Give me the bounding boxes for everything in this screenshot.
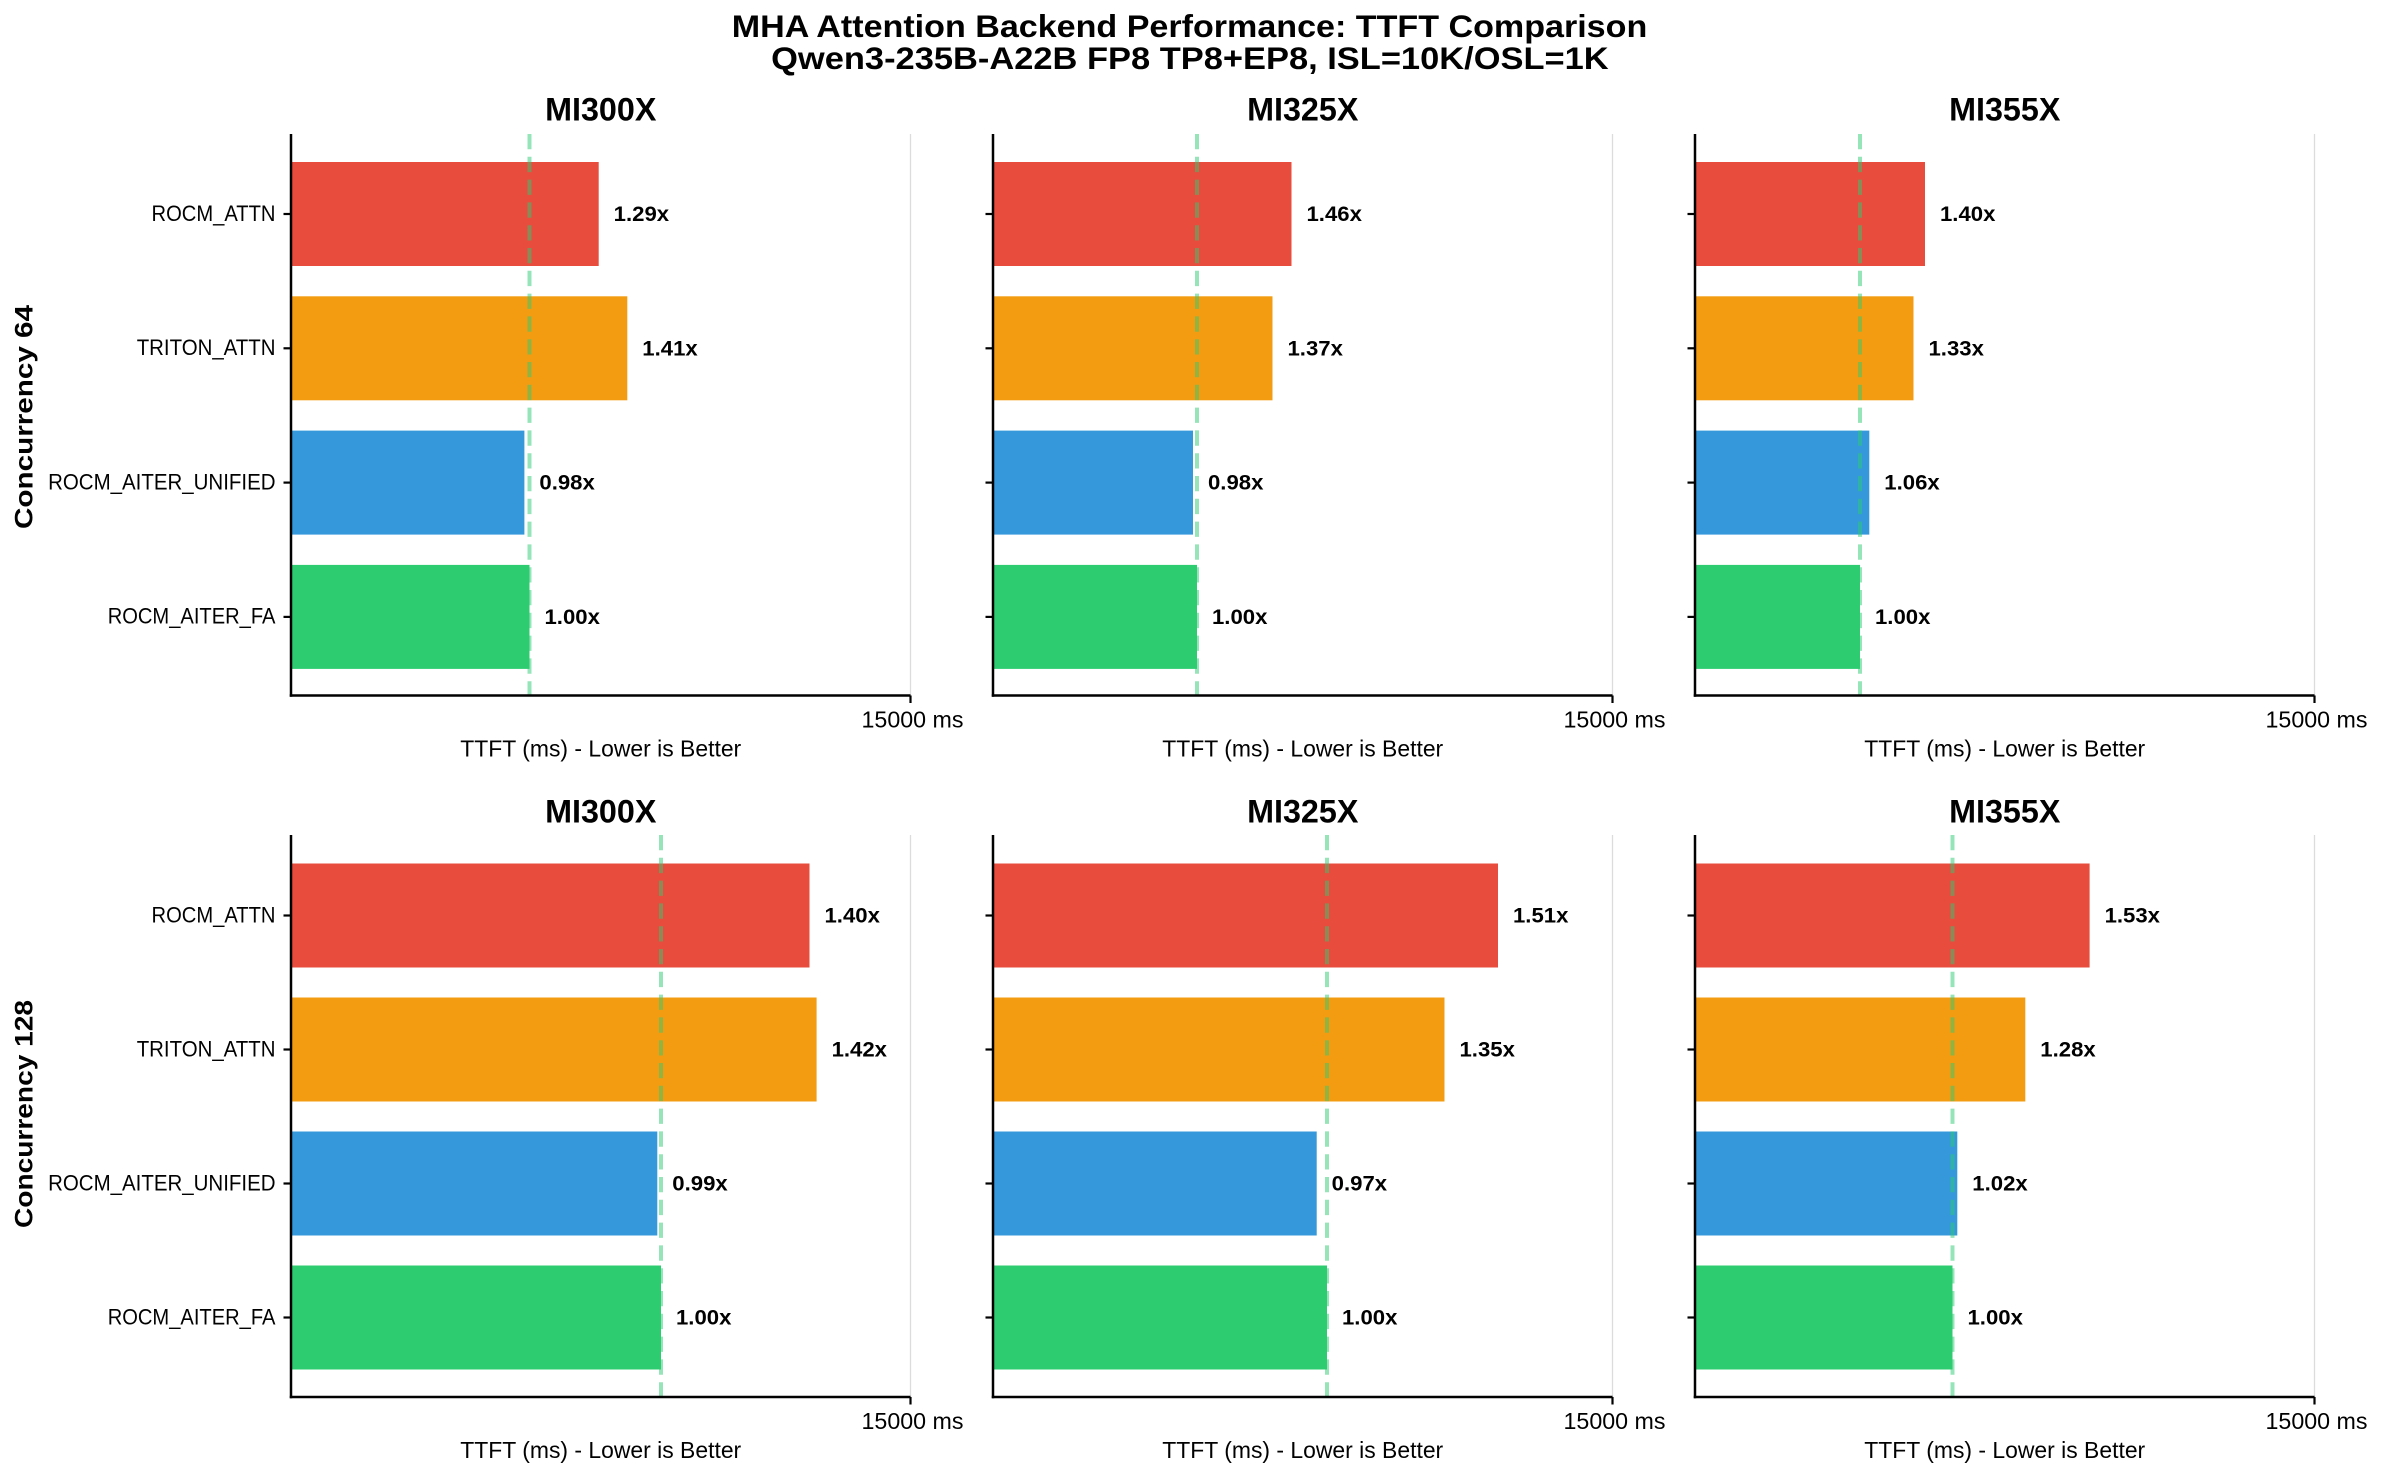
svg-text:1.00x: 1.00x: [545, 605, 601, 629]
svg-text:1.00x: 1.00x: [1875, 605, 1931, 629]
svg-text:1.35x: 1.35x: [1460, 1038, 1516, 1062]
svg-text:TRITON_ATTN: TRITON_ATTN: [137, 335, 276, 360]
svg-text:1.42x: 1.42x: [832, 1038, 888, 1062]
svg-text:15000 ms: 15000 ms: [1564, 706, 1666, 732]
svg-text:Concurrency 128: Concurrency 128: [11, 1000, 39, 1228]
svg-text:15000 ms: 15000 ms: [862, 706, 964, 732]
svg-text:0.99x: 0.99x: [672, 1172, 728, 1196]
svg-text:0.98x: 0.98x: [539, 471, 595, 495]
svg-text:1.37x: 1.37x: [1288, 336, 1344, 360]
svg-text:TTFT (ms) - Lower is Better: TTFT (ms) - Lower is Better: [460, 736, 741, 762]
svg-text:0.98x: 0.98x: [1208, 471, 1264, 495]
svg-text:1.28x: 1.28x: [2040, 1038, 2096, 1062]
svg-text:1.51x: 1.51x: [1513, 904, 1569, 928]
svg-text:1.33x: 1.33x: [1929, 336, 1985, 360]
svg-text:ROCM_AITER_UNIFIED: ROCM_AITER_UNIFIED: [48, 469, 275, 494]
svg-text:MI355X: MI355X: [1949, 792, 2060, 829]
svg-text:ROCM_ATTN: ROCM_ATTN: [152, 201, 276, 226]
svg-text:15000 ms: 15000 ms: [2266, 1408, 2368, 1434]
svg-text:1.40x: 1.40x: [825, 904, 881, 928]
svg-text:TTFT (ms) - Lower is Better: TTFT (ms) - Lower is Better: [1864, 736, 2145, 762]
svg-text:MI300X: MI300X: [545, 90, 656, 127]
svg-text:1.29x: 1.29x: [614, 202, 670, 226]
svg-text:1.02x: 1.02x: [1972, 1172, 2028, 1196]
svg-text:MHA Attention Backend Performa: MHA Attention Backend Performance: TTFT …: [732, 9, 1648, 44]
svg-text:1.00x: 1.00x: [1212, 605, 1268, 629]
svg-text:1.06x: 1.06x: [1884, 471, 1940, 495]
svg-text:1.53x: 1.53x: [2105, 904, 2161, 928]
svg-text:MI355X: MI355X: [1949, 90, 2060, 127]
svg-text:TTFT (ms) - Lower is Better: TTFT (ms) - Lower is Better: [1864, 1437, 2145, 1463]
svg-text:MI325X: MI325X: [1247, 90, 1358, 127]
svg-text:1.00x: 1.00x: [1342, 1306, 1398, 1330]
svg-text:ROCM_AITER_UNIFIED: ROCM_AITER_UNIFIED: [48, 1170, 275, 1195]
svg-text:TRITON_ATTN: TRITON_ATTN: [137, 1036, 276, 1061]
svg-text:TTFT (ms) - Lower is Better: TTFT (ms) - Lower is Better: [1162, 1437, 1443, 1463]
svg-text:TTFT (ms) - Lower is Better: TTFT (ms) - Lower is Better: [460, 1437, 741, 1463]
svg-text:0.97x: 0.97x: [1332, 1172, 1388, 1196]
svg-text:MI325X: MI325X: [1247, 792, 1358, 829]
svg-text:TTFT (ms) - Lower is Better: TTFT (ms) - Lower is Better: [1162, 736, 1443, 762]
svg-text:15000 ms: 15000 ms: [2266, 706, 2368, 732]
svg-text:1.40x: 1.40x: [1940, 202, 1996, 226]
svg-text:1.46x: 1.46x: [1307, 202, 1363, 226]
svg-text:ROCM_AITER_FA: ROCM_AITER_FA: [108, 1304, 276, 1329]
svg-text:1.41x: 1.41x: [642, 336, 698, 360]
svg-text:1.00x: 1.00x: [676, 1306, 732, 1330]
svg-text:MI300X: MI300X: [545, 792, 656, 829]
svg-text:Concurrency 64: Concurrency 64: [11, 305, 39, 529]
svg-text:15000 ms: 15000 ms: [1564, 1408, 1666, 1434]
svg-text:15000 ms: 15000 ms: [862, 1408, 964, 1434]
svg-text:ROCM_ATTN: ROCM_ATTN: [152, 902, 276, 927]
svg-text:ROCM_AITER_FA: ROCM_AITER_FA: [108, 604, 276, 629]
svg-text:1.00x: 1.00x: [1968, 1306, 2024, 1330]
svg-text:Qwen3-235B-A22B FP8 TP8+EP8, I: Qwen3-235B-A22B FP8 TP8+EP8, ISL=10K/OSL…: [771, 41, 1609, 76]
